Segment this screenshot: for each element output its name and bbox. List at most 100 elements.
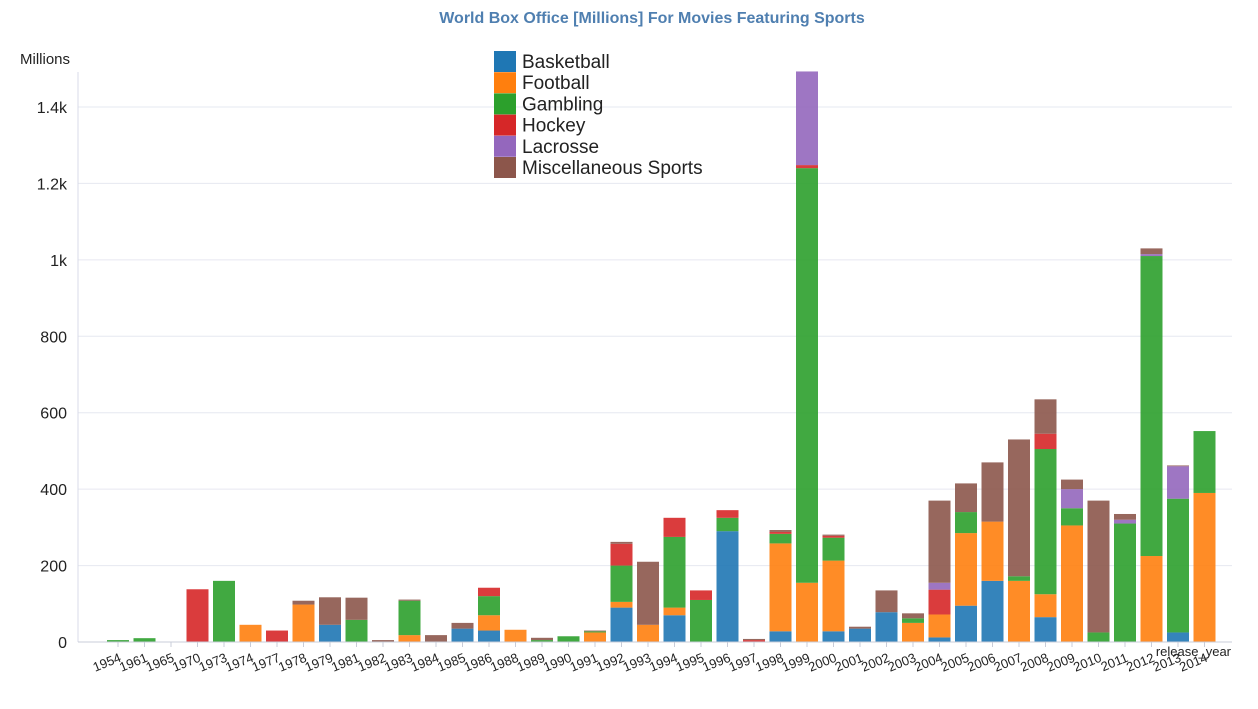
bar-segment[interactable] xyxy=(239,624,262,642)
bar-segment[interactable] xyxy=(425,635,447,642)
bar-segment[interactable] xyxy=(451,628,474,642)
bar-segment[interactable] xyxy=(1061,508,1083,526)
bar-segment[interactable] xyxy=(1167,466,1189,499)
bar-segment[interactable] xyxy=(1034,433,1057,450)
bar-segment[interactable] xyxy=(398,635,421,642)
bar-segment[interactable] xyxy=(1061,525,1083,642)
bar-segment[interactable] xyxy=(478,630,500,642)
bar-segment[interactable] xyxy=(133,638,156,642)
bar-segment[interactable] xyxy=(663,536,686,608)
bar-segment[interactable] xyxy=(398,600,421,636)
bar-segment[interactable] xyxy=(928,500,951,583)
bar-segment[interactable] xyxy=(266,630,288,642)
bar-segment[interactable] xyxy=(1167,465,1189,467)
bar-segment[interactable] xyxy=(822,535,845,538)
bar-segment[interactable] xyxy=(398,599,421,601)
bar-segment[interactable] xyxy=(584,631,606,633)
bar-segment[interactable] xyxy=(716,517,739,532)
bar-segment[interactable] xyxy=(1140,256,1163,557)
bar-segment[interactable] xyxy=(1034,594,1057,618)
bar-segment[interactable] xyxy=(345,597,368,620)
bar-segment[interactable] xyxy=(610,607,633,642)
bar-segment[interactable] xyxy=(928,589,951,615)
bar-segment[interactable] xyxy=(292,600,315,605)
bar-segment[interactable] xyxy=(1114,519,1136,524)
bar-segment[interactable] xyxy=(1114,523,1136,642)
bar-segment[interactable] xyxy=(637,624,659,642)
bar-segment[interactable] xyxy=(1034,399,1057,434)
bar-segment[interactable] xyxy=(531,640,553,642)
bar-segment[interactable] xyxy=(769,530,792,532)
bar-segment[interactable] xyxy=(796,165,818,169)
bar-segment[interactable] xyxy=(1087,632,1110,642)
bar-segment[interactable] xyxy=(1034,617,1057,642)
bar-segment[interactable] xyxy=(1114,513,1136,520)
bar-segment[interactable] xyxy=(928,637,951,642)
bar-segment[interactable] xyxy=(1008,576,1030,581)
bar-segment[interactable] xyxy=(107,640,129,642)
bar-segment[interactable] xyxy=(610,541,633,544)
bar-segment[interactable] xyxy=(955,605,977,642)
bar-segment[interactable] xyxy=(504,629,527,642)
bar-segment[interactable] xyxy=(1034,449,1057,595)
legend-label[interactable]: Lacrosse xyxy=(522,137,599,158)
bar-segment[interactable] xyxy=(955,533,977,606)
bar-segment[interactable] xyxy=(796,168,818,583)
bar-segment[interactable] xyxy=(1008,580,1030,642)
bar-segment[interactable] xyxy=(875,612,898,642)
bar-segment[interactable] xyxy=(690,599,712,642)
bar-segment[interactable] xyxy=(743,638,765,641)
bar-segment[interactable] xyxy=(213,580,235,642)
bar-segment[interactable] xyxy=(716,510,739,518)
bar-segment[interactable] xyxy=(584,630,606,632)
bar-segment[interactable] xyxy=(663,607,686,616)
bar-segment[interactable] xyxy=(557,636,580,642)
bar-segment[interactable] xyxy=(796,71,818,166)
bar-segment[interactable] xyxy=(902,613,924,619)
bar-segment[interactable] xyxy=(981,462,1004,522)
bar-segment[interactable] xyxy=(478,587,500,597)
bar-segment[interactable] xyxy=(849,628,871,642)
bar-segment[interactable] xyxy=(372,640,394,642)
bar-segment[interactable] xyxy=(796,582,818,642)
bar-segment[interactable] xyxy=(822,534,845,536)
bar-segment[interactable] xyxy=(769,533,792,544)
bar-segment[interactable] xyxy=(955,483,977,513)
bar-segment[interactable] xyxy=(955,512,977,534)
bar-segment[interactable] xyxy=(769,531,792,534)
bar-segment[interactable] xyxy=(822,631,845,642)
legend-label[interactable]: Miscellaneous Sports xyxy=(522,158,703,179)
bar-segment[interactable] xyxy=(1140,248,1163,255)
bar-segment[interactable] xyxy=(769,543,792,632)
bar-segment[interactable] xyxy=(1193,431,1216,493)
bar-segment[interactable] xyxy=(610,601,633,608)
bar-segment[interactable] xyxy=(610,565,633,602)
bar-segment[interactable] xyxy=(637,561,659,625)
bar-segment[interactable] xyxy=(292,604,315,642)
bar-segment[interactable] xyxy=(610,543,633,566)
bar-segment[interactable] xyxy=(928,582,951,590)
bar-segment[interactable] xyxy=(1167,632,1189,642)
legend-label[interactable]: Basketball xyxy=(522,52,610,73)
bar-segment[interactable] xyxy=(1140,556,1163,642)
bar-segment[interactable] xyxy=(1193,492,1216,642)
bar-segment[interactable] xyxy=(981,580,1004,642)
legend-label[interactable]: Football xyxy=(522,73,590,94)
bar-segment[interactable] xyxy=(345,619,368,642)
legend-label[interactable]: Hockey xyxy=(522,116,586,137)
bar-segment[interactable] xyxy=(451,622,474,629)
bar-segment[interactable] xyxy=(1087,500,1110,633)
bar-segment[interactable] xyxy=(981,521,1004,581)
bar-segment[interactable] xyxy=(716,531,739,642)
bar-segment[interactable] xyxy=(849,626,871,629)
bar-segment[interactable] xyxy=(663,517,686,537)
bar-segment[interactable] xyxy=(531,637,553,641)
bar-segment[interactable] xyxy=(769,631,792,642)
bar-segment[interactable] xyxy=(478,615,500,631)
bar-segment[interactable] xyxy=(1167,498,1189,633)
bar-segment[interactable] xyxy=(1061,489,1083,509)
bar-segment[interactable] xyxy=(875,590,898,613)
legend-label[interactable]: Gambling xyxy=(522,94,603,115)
bar-segment[interactable] xyxy=(186,589,209,642)
bar-segment[interactable] xyxy=(663,615,686,642)
